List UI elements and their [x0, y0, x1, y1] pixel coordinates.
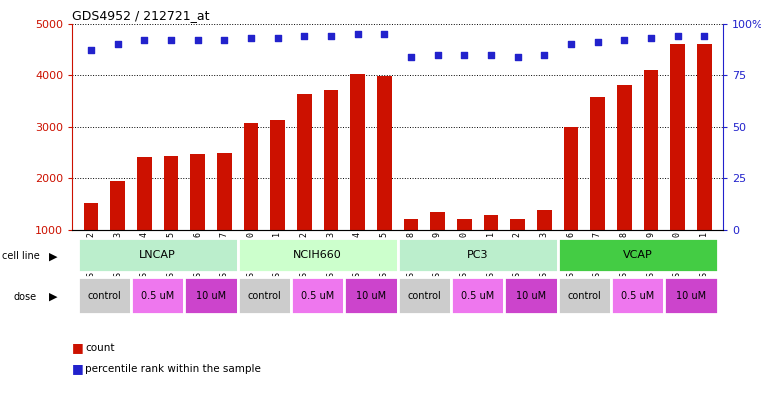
- Text: dose: dose: [14, 292, 37, 302]
- Text: VCAP: VCAP: [622, 250, 652, 261]
- Point: [378, 31, 390, 37]
- Point: [511, 53, 524, 60]
- Text: cell line: cell line: [2, 251, 40, 261]
- Bar: [398, 277, 451, 314]
- Bar: [323, 90, 339, 230]
- Point: [298, 33, 310, 39]
- Bar: [131, 277, 184, 314]
- Bar: [505, 277, 558, 314]
- Point: [352, 31, 364, 37]
- Bar: [78, 277, 131, 314]
- Text: LNCAP: LNCAP: [139, 250, 176, 261]
- Point: [591, 39, 603, 45]
- Point: [192, 37, 204, 43]
- Point: [245, 35, 257, 41]
- Text: PC3: PC3: [466, 250, 489, 261]
- Point: [431, 51, 444, 58]
- Text: ▶: ▶: [49, 251, 58, 261]
- Bar: [237, 277, 291, 314]
- Bar: [237, 239, 397, 272]
- Bar: [451, 277, 505, 314]
- Point: [565, 41, 577, 48]
- Point: [618, 37, 630, 43]
- Bar: [78, 239, 237, 272]
- Text: 10 uM: 10 uM: [196, 291, 226, 301]
- Text: ▶: ▶: [49, 292, 58, 302]
- Text: control: control: [247, 291, 281, 301]
- Bar: [644, 70, 658, 230]
- Text: 0.5 uM: 0.5 uM: [301, 291, 334, 301]
- Bar: [190, 154, 205, 230]
- Point: [139, 37, 151, 43]
- Bar: [270, 119, 285, 230]
- Text: control: control: [568, 291, 601, 301]
- Point: [272, 35, 284, 41]
- Point: [671, 33, 683, 39]
- Bar: [558, 277, 611, 314]
- Bar: [537, 210, 552, 230]
- Text: 0.5 uM: 0.5 uM: [141, 291, 174, 301]
- Bar: [244, 123, 258, 230]
- Bar: [403, 219, 419, 230]
- Bar: [511, 219, 525, 230]
- Bar: [670, 44, 685, 230]
- Bar: [344, 277, 397, 314]
- Text: NCIH660: NCIH660: [293, 250, 342, 261]
- Bar: [184, 277, 237, 314]
- Point: [645, 35, 657, 41]
- Bar: [110, 181, 125, 230]
- Point: [85, 47, 97, 53]
- Bar: [297, 94, 311, 230]
- Text: ■: ■: [72, 362, 84, 375]
- Text: GDS4952 / 212721_at: GDS4952 / 212721_at: [72, 9, 210, 22]
- Bar: [611, 277, 664, 314]
- Text: ■: ■: [72, 341, 84, 354]
- Bar: [591, 97, 605, 230]
- Bar: [617, 85, 632, 230]
- Bar: [398, 239, 558, 272]
- Text: 0.5 uM: 0.5 uM: [621, 291, 654, 301]
- Bar: [377, 76, 392, 230]
- Point: [325, 33, 337, 39]
- Text: 10 uM: 10 uM: [356, 291, 386, 301]
- Text: control: control: [88, 291, 121, 301]
- Bar: [484, 215, 498, 230]
- Bar: [350, 74, 365, 230]
- Text: 0.5 uM: 0.5 uM: [461, 291, 494, 301]
- Bar: [697, 44, 712, 230]
- Text: control: control: [407, 291, 441, 301]
- Bar: [564, 127, 578, 230]
- Point: [165, 37, 177, 43]
- Text: 10 uM: 10 uM: [516, 291, 546, 301]
- Bar: [558, 239, 718, 272]
- Point: [485, 51, 497, 58]
- Point: [698, 33, 710, 39]
- Text: percentile rank within the sample: percentile rank within the sample: [85, 364, 261, 374]
- Bar: [430, 212, 445, 230]
- Point: [405, 53, 417, 60]
- Text: count: count: [85, 343, 115, 353]
- Bar: [137, 157, 151, 230]
- Point: [112, 41, 124, 48]
- Point: [538, 51, 550, 58]
- Bar: [457, 219, 472, 230]
- Point: [458, 51, 470, 58]
- Bar: [291, 277, 344, 314]
- Bar: [84, 203, 98, 230]
- Bar: [664, 277, 718, 314]
- Text: 10 uM: 10 uM: [676, 291, 706, 301]
- Bar: [164, 156, 178, 230]
- Bar: [217, 153, 231, 230]
- Point: [218, 37, 231, 43]
